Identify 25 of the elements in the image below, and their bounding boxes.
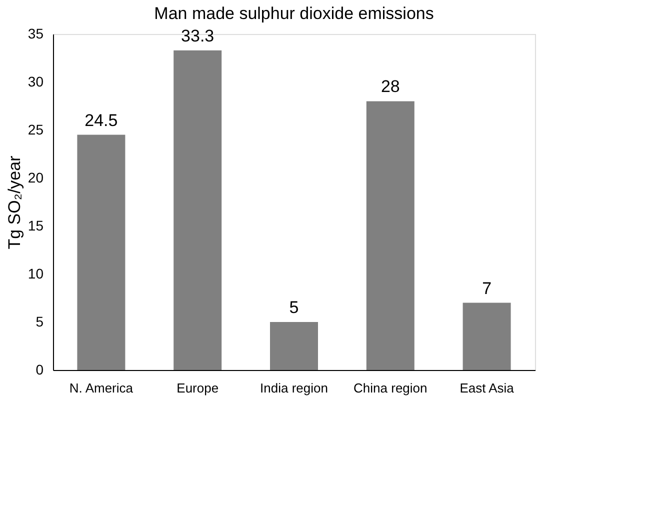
bar — [462, 302, 511, 370]
chart-title: Man made sulphur dioxide emissions — [154, 4, 434, 23]
bar — [366, 101, 414, 370]
data-label: 33.3 — [181, 26, 214, 46]
data-label: 7 — [482, 278, 492, 298]
y-tick-label: 15 — [28, 218, 44, 234]
data-label: 28 — [380, 77, 400, 96]
x-tick-label: N. America — [69, 380, 134, 396]
y-tick-label: 0 — [36, 362, 44, 378]
x-tick-label: East Asia — [460, 380, 515, 396]
y-tick-label: 10 — [28, 266, 44, 282]
y-tick-label: 20 — [28, 170, 44, 186]
bar — [174, 50, 222, 370]
x-tick-label: China region — [354, 380, 428, 396]
y-tick-label: 5 — [36, 314, 44, 330]
y-tick-label: 35 — [28, 26, 44, 42]
y-tick-label: 25 — [28, 122, 44, 138]
x-tick-label: Europe — [176, 380, 219, 396]
y-tick-label: 30 — [28, 74, 44, 90]
data-label: 5 — [289, 298, 299, 317]
y-axis-title: Tg SO₂/year — [4, 155, 24, 250]
x-tick-label: India region — [260, 380, 328, 396]
bar — [77, 134, 126, 370]
data-label: 24.5 — [84, 110, 118, 130]
bar — [270, 322, 318, 370]
